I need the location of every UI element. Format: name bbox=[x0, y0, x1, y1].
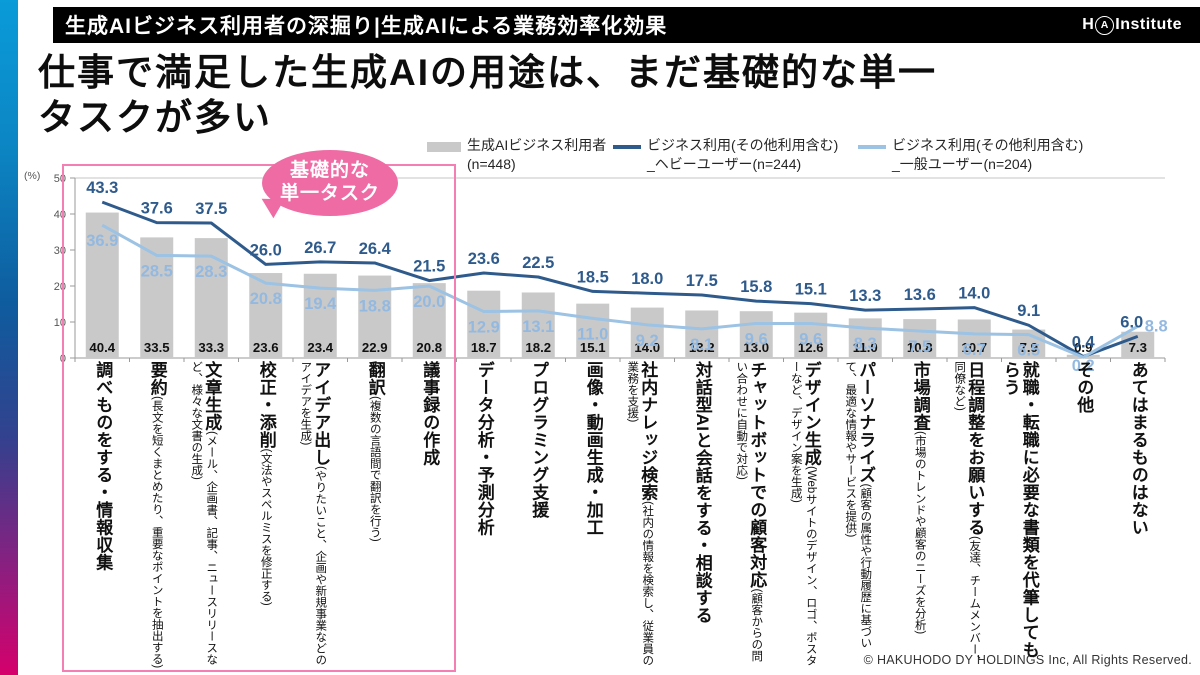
basic-single-task-callout: 基礎的な 単一タスク bbox=[262, 150, 398, 216]
legend-label-line1: ビジネス利用(その他利用含む) bbox=[892, 137, 1084, 153]
category-label: アイデア出し(やりたいこと、企画や新規事業などのアイデアを生成) bbox=[298, 361, 331, 671]
category-label: 就職・転職に必要な書類を代筆してもらう bbox=[1001, 361, 1039, 671]
category-annotation-text: (やりたいこと、企画や新規事業などのアイデアを生成) bbox=[299, 361, 327, 666]
legend-item-general-user-line: ビジネス利用(その他利用含む) _一般ユーザー(n=204) bbox=[858, 136, 1083, 175]
legend-text: ビジネス利用(その他利用含む) _ヘビーユーザー(n=244) bbox=[647, 136, 838, 175]
legend-general-line-swatch bbox=[858, 145, 886, 149]
category-main-text: 対話型AIと会話をする・相談する bbox=[692, 361, 712, 624]
category-main-text: アイデア出し bbox=[311, 361, 331, 466]
legend-item-heavy-user-line: ビジネス利用(その他利用含む) _ヘビーユーザー(n=244) bbox=[613, 136, 838, 175]
category-annotation-text: (長文を短くまとめたり、重要なポイントを抽出する) bbox=[150, 396, 163, 669]
logo-prefix: H bbox=[1082, 16, 1095, 33]
category-label: 市場調査(市場のトレンドや顧客のニーズを分析) bbox=[911, 361, 930, 671]
category-annotation-text: (友達、チームメンバー、同僚など) bbox=[953, 361, 981, 667]
category-label: 翻訳(複数の言語間で翻訳を行う) bbox=[366, 361, 385, 671]
category-label: 校正・添削(文法やスペルミスを修正する) bbox=[257, 361, 276, 671]
left-gradient-strip bbox=[0, 0, 18, 675]
page-title-line1: 仕事で満足した生成AIの用途は、まだ基礎的な単一 bbox=[38, 52, 937, 93]
category-main-text: あてはまるものはない bbox=[1128, 361, 1148, 536]
category-label: パーソナライズ(顧客の属性や行動履歴に基づいて、最適な情報やサービスを提供) bbox=[843, 361, 876, 671]
category-label: 画像・動画生成・加工 bbox=[584, 361, 603, 671]
legend-heavy-line-swatch bbox=[613, 145, 641, 149]
page-title: 仕事で満足した生成AIの用途は、まだ基礎的な単一 タスクが多い bbox=[38, 50, 937, 140]
category-label: 日程調整をお願いする(友達、チームメンバー、同僚など) bbox=[952, 361, 985, 671]
category-main-text: 翻訳 bbox=[365, 361, 385, 396]
category-annotation-text: (顧客の属性や行動履歴に基づいて、最適な情報やサービスを提供) bbox=[844, 361, 872, 649]
page-title-line2: タスクが多い bbox=[38, 97, 272, 139]
category-label: その他 bbox=[1074, 361, 1093, 671]
y-axis-unit-label: (%) bbox=[24, 170, 41, 182]
legend-label-line1: 生成AIビジネス利用者 bbox=[467, 137, 607, 153]
legend-bar-swatch bbox=[427, 142, 461, 152]
hai-institute-logo: H A Institute bbox=[1082, 15, 1182, 35]
category-label: 調べものをする・情報収集 bbox=[93, 361, 112, 671]
category-label: 社内ナレッジ検索(社内の情報を検索し、従業員の業務を支援) bbox=[625, 361, 658, 671]
category-main-text: 要約 bbox=[147, 361, 167, 396]
category-main-text: データ分析・予測分析 bbox=[474, 361, 494, 536]
category-label: 対話型AIと会話をする・相談する bbox=[693, 361, 712, 671]
category-main-text: 社内ナレッジ検索 bbox=[638, 361, 658, 501]
category-label: データ分析・予測分析 bbox=[475, 361, 494, 671]
circled-a-icon: A bbox=[1095, 15, 1115, 35]
category-main-text: 就職・転職に必要な書類を代筆してもらう bbox=[1000, 361, 1039, 659]
category-label: 議事録の作成 bbox=[420, 361, 439, 671]
category-main-text: その他 bbox=[1074, 361, 1094, 414]
category-label: プログラミング支援 bbox=[529, 361, 548, 671]
legend-item-bar-series: 生成AIビジネス利用者 (n=448) bbox=[427, 136, 606, 175]
category-label: 文章生成(メール、企画書、記事、ニュースリリースなど、様々な文書の生成) bbox=[189, 361, 222, 671]
logo-suffix: Institute bbox=[1115, 16, 1182, 33]
category-annotation-text: (メール、企画書、記事、ニュースリリースなど、様々な文書の生成) bbox=[190, 361, 218, 665]
category-main-text: 市場調査 bbox=[910, 361, 930, 431]
category-label: チャットボットでの顧客対応(顧客からの問い合わせに自動で対応) bbox=[734, 361, 767, 671]
legend-label-line2: _ヘビーユーザー(n=244) bbox=[647, 156, 802, 173]
category-label: あてはまるものはない bbox=[1129, 361, 1148, 671]
header-title: 生成AIビジネス利用者の深掘り|生成AIによる業務効率化効果 bbox=[65, 15, 668, 38]
category-main-text: 文章生成 bbox=[202, 361, 222, 431]
header-bar: 生成AIビジネス利用者の深掘り|生成AIによる業務効率化効果 H A Insti… bbox=[53, 7, 1200, 43]
category-annotation-text: (Webサイトのデザイン、ロゴ、ポスターなど、デザイン案を生成) bbox=[789, 361, 817, 666]
category-annotation-text: (顧客からの問い合わせに自動で対応) bbox=[735, 361, 763, 662]
legend-text: ビジネス利用(その他利用含む) _一般ユーザー(n=204) bbox=[892, 136, 1083, 175]
category-main-text: チャットボットでの顧客対応 bbox=[747, 361, 767, 589]
category-label: 要約(長文を短くまとめたり、重要なポイントを抽出する) bbox=[148, 361, 167, 671]
legend-label-line2: (n=448) bbox=[467, 156, 516, 173]
category-main-text: パーソナライズ bbox=[856, 361, 876, 484]
category-main-text: 調べものをする・情報収集 bbox=[93, 361, 113, 571]
callout-line1: 基礎的な bbox=[289, 160, 370, 182]
category-main-text: デザイン生成 bbox=[801, 361, 821, 466]
category-label: デザイン生成(Webサイトのデザイン、ロゴ、ポスターなど、デザイン案を生成) bbox=[788, 361, 821, 671]
callout-line2: 単一タスク bbox=[279, 183, 380, 204]
category-main-text: 議事録の作成 bbox=[420, 361, 440, 466]
legend-label-line1: ビジネス利用(その他利用含む) bbox=[647, 137, 839, 153]
category-annotation-text: (市場のトレンドや顧客のニーズを分析) bbox=[913, 431, 926, 635]
category-main-text: 校正・添削 bbox=[256, 361, 276, 449]
copyright-notice: © HAKUHODO DY HOLDINGS Inc, All Rights R… bbox=[863, 653, 1192, 667]
category-annotation-text: (社内の情報を検索し、従業員の業務を支援) bbox=[626, 361, 654, 666]
category-annotation-text: (複数の言語間で翻訳を行う) bbox=[368, 396, 381, 542]
category-main-text: 日程調整をお願いする bbox=[965, 361, 985, 536]
category-main-text: 画像・動画生成・加工 bbox=[583, 361, 603, 536]
legend-label-line2: _一般ユーザー(n=204) bbox=[892, 156, 1033, 173]
category-annotation-text: (文法やスペルミスを修正する) bbox=[259, 448, 272, 606]
category-main-text: プログラミング支援 bbox=[529, 361, 549, 519]
legend-text: 生成AIビジネス利用者 (n=448) bbox=[467, 136, 606, 175]
